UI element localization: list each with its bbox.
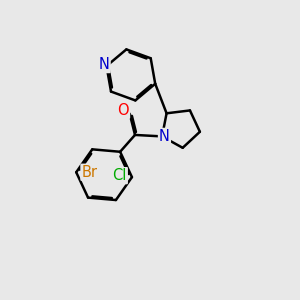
Text: N: N	[99, 57, 110, 72]
Text: Br: Br	[82, 165, 98, 180]
Text: O: O	[117, 103, 129, 118]
Text: N: N	[159, 129, 170, 144]
Text: Cl: Cl	[112, 168, 127, 183]
